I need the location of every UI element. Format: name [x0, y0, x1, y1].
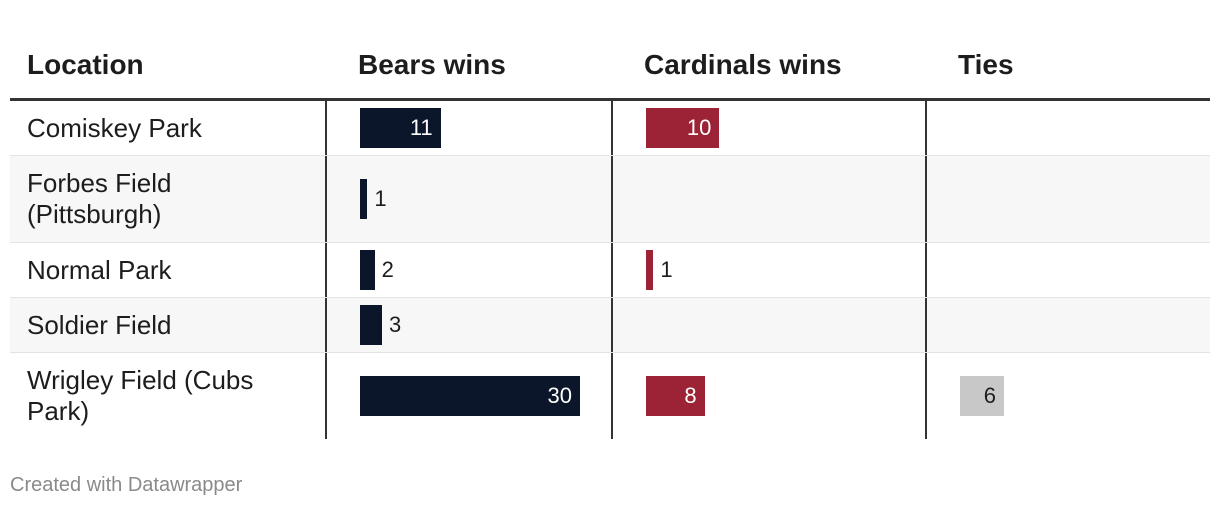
ties-bar: [960, 376, 1004, 416]
bears-cell: 1: [325, 156, 613, 242]
bears-value-label: 1: [374, 186, 387, 211]
bears-bar: [360, 250, 375, 290]
location-label: Comiskey Park: [27, 112, 202, 143]
ties-value-label: 6: [983, 383, 996, 408]
bears-value-label: 2: [381, 257, 394, 282]
location-label: Wrigley Field (Cubs Park): [27, 365, 254, 426]
ties-cell: [925, 243, 1212, 297]
credit-footer: Created with Datawrapper: [10, 474, 243, 496]
table-row: Wrigley Field (Cubs Park) 30 8 6: [10, 353, 1210, 439]
bears-value-label: 30: [547, 383, 572, 408]
header-bears-wins: Bears wins: [358, 49, 506, 80]
bears-cell: 3: [325, 298, 613, 352]
table-row: Forbes Field (Pittsburgh) 1: [10, 156, 1210, 243]
bears-bar: [360, 305, 382, 345]
location-label: Normal Park: [27, 254, 172, 285]
cardinals-bar: [646, 376, 705, 416]
ties-cell: [925, 101, 1212, 155]
bears-value-label: 3: [389, 312, 402, 337]
cardinals-bar: [646, 108, 720, 148]
cardinals-cell: [611, 298, 927, 352]
bears-bar: [360, 108, 441, 148]
cardinals-cell: [611, 156, 927, 242]
data-table: Location Bears wins Cardinals wins Ties …: [10, 30, 1210, 439]
bears-cell: 11: [325, 101, 613, 155]
ties-cell: 6: [925, 353, 1212, 439]
table-row: Soldier Field 3: [10, 298, 1210, 353]
table-row: Comiskey Park 11 10: [10, 101, 1210, 156]
header-location: Location: [27, 49, 144, 80]
ties-cell: [925, 298, 1212, 352]
header-cardinals-wins: Cardinals wins: [644, 49, 842, 80]
cardinals-bar: [646, 250, 654, 290]
cardinals-cell: 1: [611, 243, 927, 297]
table-header: Location Bears wins Cardinals wins Ties: [10, 30, 1210, 101]
ties-cell: [925, 156, 1212, 242]
location-label: Soldier Field: [27, 309, 172, 340]
cardinals-value-label: 8: [684, 383, 697, 408]
bears-bar: [360, 179, 368, 219]
location-label: Forbes Field (Pittsburgh): [27, 168, 172, 229]
table-body: Comiskey Park 11 10 Forbes Field (Pittsburg…: [10, 101, 1210, 439]
cardinals-cell: 8: [611, 353, 927, 439]
cardinals-value-label: 1: [660, 257, 673, 282]
bears-value-label: 11: [409, 115, 433, 140]
cardinals-value-label: 10: [686, 115, 712, 140]
table-row: Normal Park 2 1: [10, 243, 1210, 298]
header-ties: Ties: [958, 49, 1014, 80]
bears-bar: [360, 376, 580, 416]
bears-cell: 2: [325, 243, 613, 297]
cardinals-cell: 10: [611, 101, 927, 155]
bears-cell: 30: [325, 353, 613, 439]
